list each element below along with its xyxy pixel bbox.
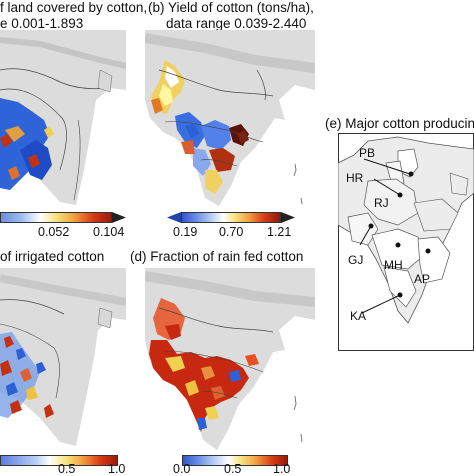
state-label-gj: GJ — [348, 253, 364, 267]
map-panel-a — [0, 30, 126, 210]
colorbar-b-arrow-right — [281, 212, 295, 223]
panel-b-title-line1: (b) Yield of cotton (tons/ha), — [148, 0, 314, 15]
colorbar-b-tick-2: 0.70 — [219, 225, 244, 239]
panel-a-title-line1: f land covered by cotton, — [0, 0, 148, 15]
colorbar-c-tick-1: 0.5 — [58, 462, 76, 476]
map-panel-e — [338, 133, 474, 351]
panel-a-title-line2: e 0.001-1.893 — [0, 16, 84, 31]
panel-e-title-line1: (e) Major cotton producing — [325, 116, 474, 131]
colorbar-c-tick-2: 1.0 — [108, 462, 126, 476]
colorbar-c — [0, 455, 118, 466]
panel-c-title-line1: of irrigated cotton — [0, 249, 105, 264]
colorbar-b-tick-1: 0.19 — [173, 225, 198, 239]
colorbar-a-arrow — [112, 212, 126, 223]
state-label-ap: AP — [414, 272, 431, 286]
panel-d-title-line1: (d) Fraction of rain fed cotton — [130, 249, 304, 264]
state-label-ka: KA — [350, 309, 367, 323]
colorbar-a-tick-1: 0.052 — [38, 225, 70, 239]
colorbar-b — [181, 212, 281, 223]
colorbar-a-tick-2: 0.104 — [93, 225, 125, 239]
panel-a-title: f land covered by cotton, e 0.001-1.893 — [0, 0, 147, 32]
colorbar-d-tick-3: 1.0 — [273, 462, 291, 476]
state-label-pb: PB — [359, 146, 376, 160]
panel-c-title: of irrigated cotton — [0, 249, 104, 265]
colorbar-b-tick-3: 1.21 — [267, 225, 292, 239]
panel-b-title-line2: data range 0.039-2.440 — [166, 16, 307, 31]
state-label-mh: MH — [384, 258, 403, 272]
map-panel-c — [0, 268, 126, 453]
colorbar-a — [0, 212, 112, 223]
map-panel-b — [145, 30, 315, 210]
panel-b-title: (b) Yield of cotton (tons/ha), data rang… — [148, 0, 314, 32]
map-panel-d — [145, 268, 315, 453]
colorbar-d — [182, 455, 288, 466]
colorbar-d-tick-2: 0.5 — [224, 462, 242, 476]
state-label-rj: RJ — [374, 196, 389, 210]
state-label-hr: HR — [346, 171, 364, 185]
panel-d-title: (d) Fraction of rain fed cotton — [130, 249, 303, 265]
colorbar-d-tick-1: 0.0 — [173, 462, 191, 476]
panel-e-title: (e) Major cotton producing — [325, 116, 474, 132]
colorbar-b-arrow-left — [167, 212, 181, 223]
